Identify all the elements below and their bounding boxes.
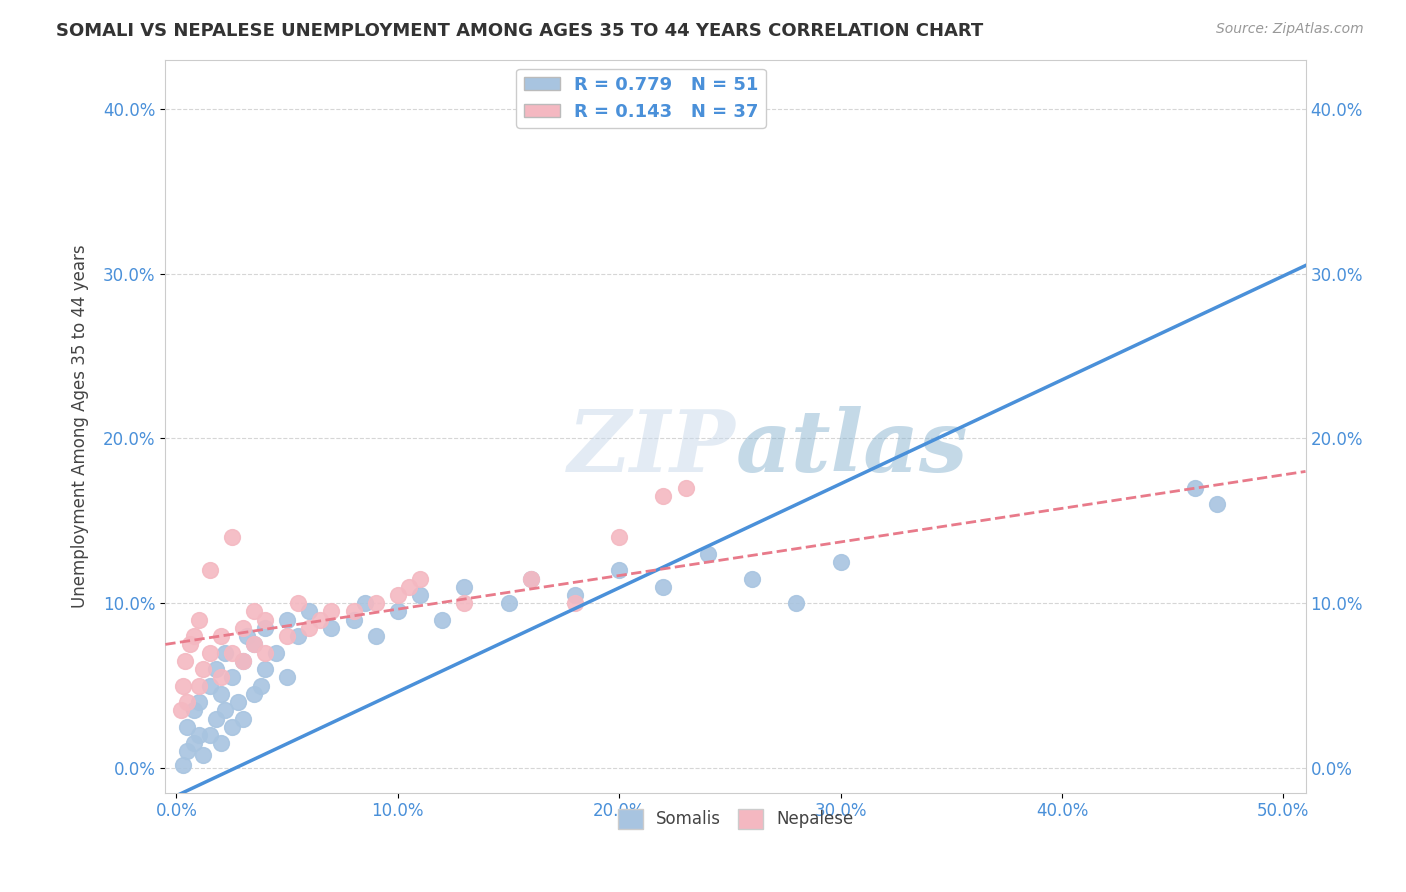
Point — [696, 547, 718, 561]
Point — [198, 728, 221, 742]
Point — [409, 588, 432, 602]
Point — [387, 588, 409, 602]
Point — [253, 646, 276, 660]
Point — [398, 580, 420, 594]
Point — [232, 621, 254, 635]
Point — [172, 679, 194, 693]
Point — [298, 604, 321, 618]
Point — [364, 596, 387, 610]
Point — [675, 481, 697, 495]
Point — [564, 596, 586, 610]
Point — [1184, 481, 1206, 495]
Point — [453, 580, 475, 594]
Point — [607, 530, 630, 544]
Point — [228, 695, 250, 709]
Point — [191, 662, 214, 676]
Point — [519, 572, 541, 586]
Point — [176, 744, 198, 758]
Text: Source: ZipAtlas.com: Source: ZipAtlas.com — [1216, 22, 1364, 37]
Point — [198, 679, 221, 693]
Point — [198, 646, 221, 660]
Point — [1206, 497, 1229, 511]
Point — [430, 613, 453, 627]
Point — [253, 662, 276, 676]
Point — [221, 530, 243, 544]
Text: ZIP: ZIP — [568, 407, 735, 490]
Point — [198, 563, 221, 577]
Point — [741, 572, 763, 586]
Point — [498, 596, 520, 610]
Point — [209, 736, 232, 750]
Point — [205, 662, 228, 676]
Point — [276, 613, 298, 627]
Point — [564, 588, 586, 602]
Point — [205, 712, 228, 726]
Point — [187, 695, 209, 709]
Point — [321, 621, 343, 635]
Point — [387, 604, 409, 618]
Point — [287, 596, 309, 610]
Point — [176, 695, 198, 709]
Point — [187, 613, 209, 627]
Point — [276, 670, 298, 684]
Legend: Somalis, Nepalese: Somalis, Nepalese — [612, 802, 860, 836]
Point — [364, 629, 387, 643]
Point — [243, 604, 266, 618]
Point — [243, 687, 266, 701]
Point — [264, 646, 287, 660]
Point — [191, 747, 214, 762]
Point — [221, 670, 243, 684]
Point — [236, 629, 259, 643]
Point — [176, 720, 198, 734]
Point — [652, 489, 675, 503]
Point — [309, 613, 332, 627]
Point — [174, 654, 197, 668]
Point — [321, 604, 343, 618]
Point — [221, 646, 243, 660]
Point — [170, 703, 193, 717]
Point — [607, 563, 630, 577]
Text: SOMALI VS NEPALESE UNEMPLOYMENT AMONG AGES 35 TO 44 YEARS CORRELATION CHART: SOMALI VS NEPALESE UNEMPLOYMENT AMONG AG… — [56, 22, 983, 40]
Point — [179, 637, 201, 651]
Y-axis label: Unemployment Among Ages 35 to 44 years: Unemployment Among Ages 35 to 44 years — [72, 244, 89, 608]
Point — [183, 736, 205, 750]
Point — [183, 703, 205, 717]
Point — [243, 637, 266, 651]
Point — [243, 637, 266, 651]
Point — [183, 629, 205, 643]
Point — [209, 629, 232, 643]
Point — [214, 703, 236, 717]
Point — [221, 720, 243, 734]
Point — [298, 621, 321, 635]
Point — [353, 596, 375, 610]
Point — [785, 596, 807, 610]
Point — [232, 654, 254, 668]
Point — [409, 572, 432, 586]
Point — [232, 654, 254, 668]
Point — [253, 621, 276, 635]
Point — [209, 670, 232, 684]
Point — [652, 580, 675, 594]
Point — [232, 712, 254, 726]
Point — [287, 629, 309, 643]
Point — [214, 646, 236, 660]
Point — [830, 555, 852, 569]
Text: atlas: atlas — [735, 407, 967, 490]
Point — [249, 679, 271, 693]
Point — [276, 629, 298, 643]
Point — [453, 596, 475, 610]
Point — [209, 687, 232, 701]
Point — [187, 728, 209, 742]
Point — [342, 604, 364, 618]
Point — [187, 679, 209, 693]
Point — [172, 757, 194, 772]
Point — [519, 572, 541, 586]
Point — [342, 613, 364, 627]
Point — [253, 613, 276, 627]
